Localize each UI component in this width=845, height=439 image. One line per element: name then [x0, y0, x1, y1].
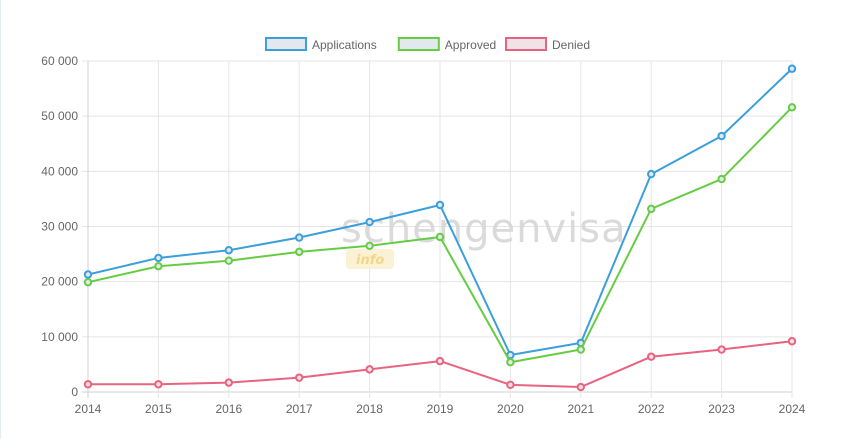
data-point-denied[interactable]	[295, 373, 304, 382]
legend-label-approved: Approved	[445, 38, 496, 52]
data-point-applications[interactable]	[435, 200, 445, 210]
legend-item-applications[interactable]: Applications	[265, 37, 377, 52]
y-tick-label: 30 000	[41, 220, 78, 234]
axis-layer: 0 10 000 20 000 30 000 40 000 50 000 60 000 201…	[41, 54, 805, 416]
x-tick-label: 2019	[427, 402, 454, 416]
data-point-approved[interactable]	[295, 247, 304, 257]
data-point-approved[interactable]	[717, 174, 726, 184]
x-tick-label: 2014	[75, 402, 102, 416]
data-point-applications[interactable]	[295, 233, 304, 242]
series-approved	[83, 103, 797, 367]
x-tick-label: 2020	[497, 402, 524, 416]
data-point-applications[interactable]	[224, 246, 234, 255]
legend-item-approved[interactable]: Approved	[397, 37, 496, 52]
data-point-approved[interactable]	[787, 103, 797, 112]
grid-layer	[82, 60, 793, 398]
x-tick-label: 2015	[145, 402, 172, 416]
legend-label-applications: Applications	[312, 38, 377, 52]
x-tick-label: 2018	[356, 402, 383, 416]
y-tick-label: 0	[71, 385, 78, 399]
data-point-denied[interactable]	[83, 380, 93, 389]
watermark-text: schengenvisa	[341, 206, 627, 252]
data-point-approved[interactable]	[224, 256, 234, 265]
legend-swatch-approved	[397, 37, 440, 51]
data-point-denied[interactable]	[435, 356, 445, 366]
watermark-badge	[346, 249, 394, 269]
data-point-applications[interactable]	[787, 64, 797, 73]
data-point-denied[interactable]	[717, 345, 726, 354]
data-point-approved[interactable]	[576, 345, 585, 354]
data-point-approved[interactable]	[506, 358, 515, 367]
data-point-denied[interactable]	[506, 380, 515, 390]
data-point-denied[interactable]	[647, 352, 656, 361]
series-denied	[83, 337, 797, 392]
y-tick-label: 40 000	[41, 164, 78, 178]
legend: Applications Approved Denied	[265, 37, 590, 52]
data-point-applications[interactable]	[717, 131, 726, 141]
x-tick-label: 2016	[215, 402, 242, 416]
data-point-approved[interactable]	[647, 204, 656, 214]
legend-item-denied[interactable]: Denied	[505, 37, 590, 52]
legend-swatch-applications	[265, 37, 307, 51]
data-point-approved[interactable]	[365, 241, 374, 251]
x-tick-label: 2017	[286, 402, 313, 416]
data-point-denied[interactable]	[224, 378, 234, 387]
legend-swatch-denied	[505, 37, 547, 51]
data-point-denied[interactable]	[576, 382, 585, 392]
data-point-denied[interactable]	[787, 337, 797, 346]
data-point-denied[interactable]	[154, 380, 163, 389]
data-point-denied[interactable]	[365, 365, 374, 374]
data-point-applications[interactable]	[647, 169, 656, 179]
data-point-approved[interactable]	[154, 262, 163, 271]
watermark-subtext: info	[356, 253, 384, 268]
x-tick-label: 2021	[567, 402, 594, 416]
x-tick-label: 2022	[638, 402, 665, 416]
y-tick-label: 10 000	[41, 330, 78, 344]
y-tick-label: 50 000	[41, 109, 78, 123]
data-point-applications[interactable]	[83, 270, 93, 279]
data-point-approved[interactable]	[435, 232, 445, 242]
legend-label-denied: Denied	[552, 38, 590, 52]
x-tick-label: 2024	[779, 402, 806, 416]
series-layer	[83, 64, 797, 392]
y-tick-label: 20 000	[41, 275, 78, 289]
data-point-approved[interactable]	[83, 278, 93, 287]
watermark: schengenvisa info	[341, 206, 627, 269]
x-tick-label: 2023	[708, 402, 735, 416]
data-point-applications[interactable]	[365, 217, 374, 227]
data-point-applications[interactable]	[154, 253, 163, 263]
y-tick-label: 60 000	[41, 54, 78, 68]
